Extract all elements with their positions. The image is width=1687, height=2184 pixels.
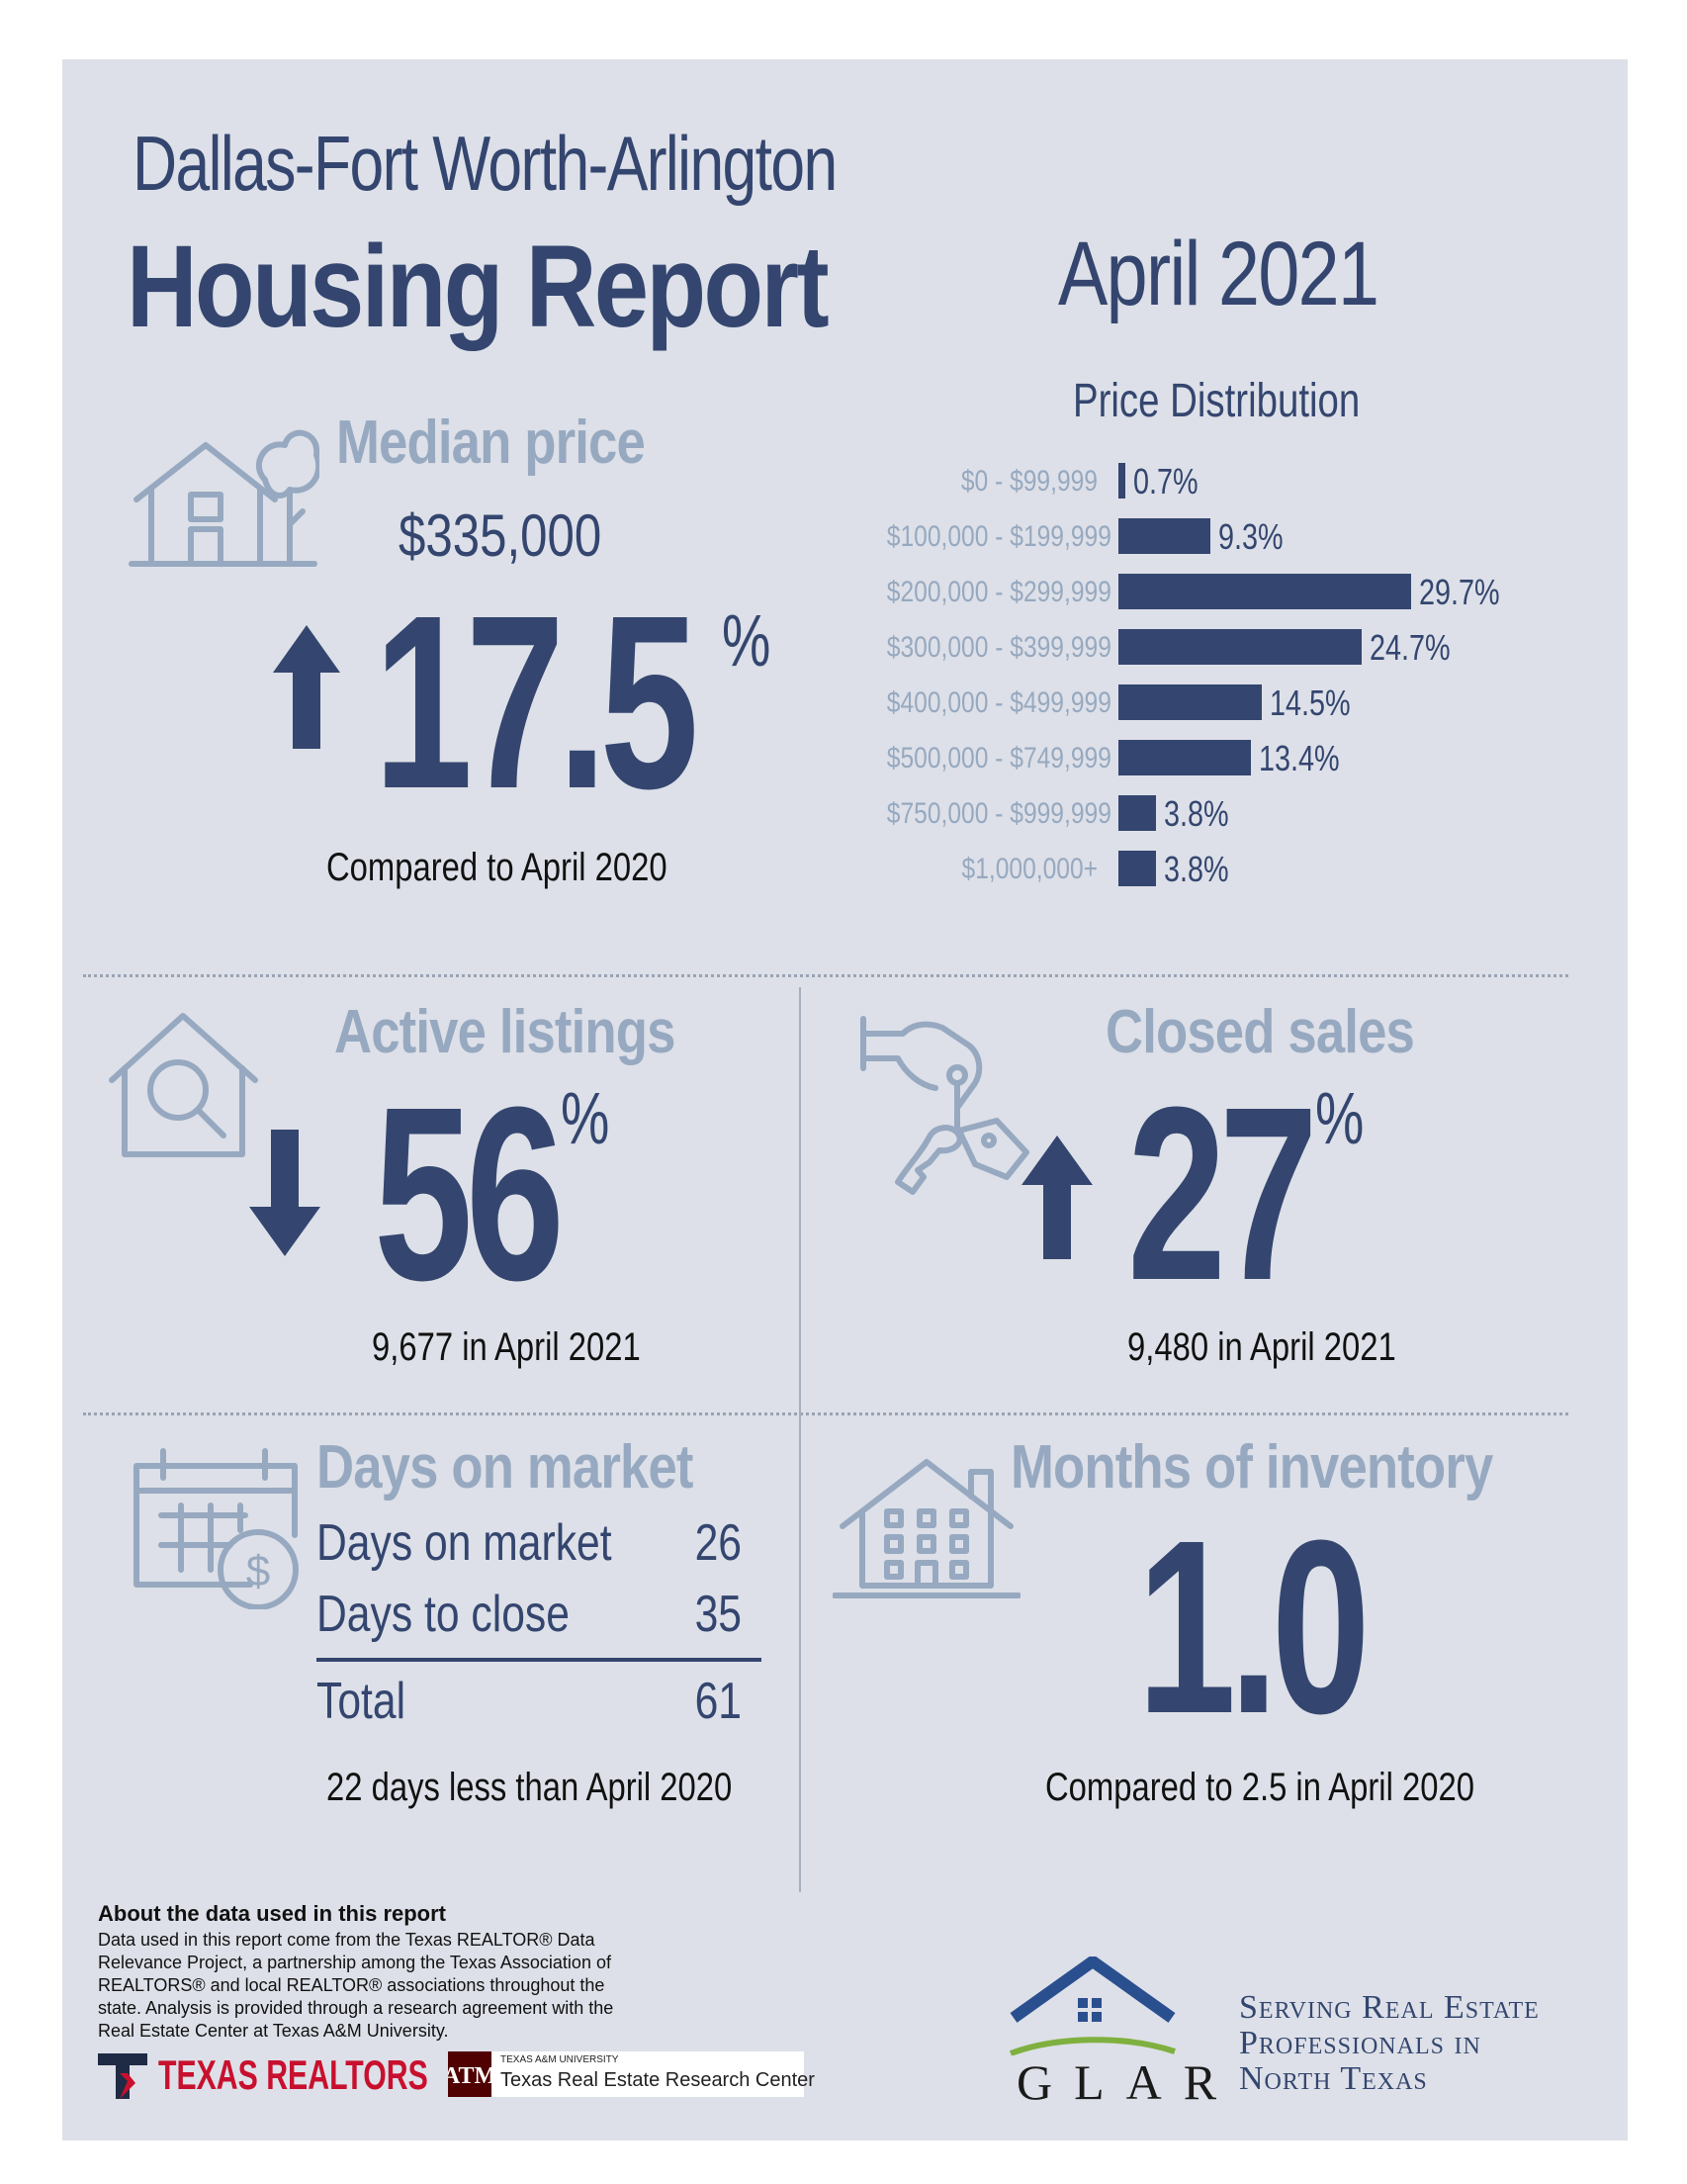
median-price-change: 17.5 — [374, 564, 699, 840]
distribution-label: $100,000 - $199,999 — [886, 520, 1111, 553]
glar-house-icon — [1009, 1956, 1176, 2055]
days-on-market-heading: Days on market — [316, 1433, 693, 1502]
active-listings-heading: Active listings — [334, 998, 675, 1066]
tamu-university-text: TEXAS A&M UNIVERSITY — [500, 2054, 619, 2065]
distribution-label: $500,000 - $749,999 — [886, 742, 1111, 774]
arrow-down-icon — [249, 1130, 320, 1256]
glar-tagline-line-1: Serving Real Estate — [1239, 1989, 1540, 2026]
distribution-bar — [1118, 518, 1210, 554]
report-panel — [62, 59, 1628, 2140]
active-listings-change: 56 — [374, 1055, 565, 1331]
tamu-center-text: Texas Real Estate Research Center — [500, 2069, 815, 2091]
dom-row-label: Days on market — [316, 1514, 612, 1572]
report-period: April 2021 — [1058, 224, 1379, 324]
distribution-value: 13.4% — [1258, 738, 1340, 778]
distribution-value: 29.7% — [1419, 572, 1500, 612]
distribution-label: $200,000 - $299,999 — [886, 576, 1111, 608]
closed-sales-percent: % — [1315, 1077, 1365, 1159]
total-rule — [316, 1658, 761, 1662]
closed-sales-note: 9,480 in April 2021 — [1127, 1325, 1396, 1369]
distribution-value: 3.8% — [1163, 793, 1229, 834]
distribution-bar — [1118, 740, 1251, 775]
svg-text:$: $ — [246, 1547, 270, 1595]
distribution-label: $400,000 - $499,999 — [886, 686, 1111, 719]
distribution-bar — [1118, 463, 1125, 499]
total-label: Total — [316, 1673, 406, 1730]
distribution-bar — [1118, 851, 1156, 886]
months-inventory-note: Compared to 2.5 in April 2020 — [1045, 1766, 1474, 1809]
price-distribution-chart: $0 - $99,999 0.7% $100,000 - $199,999 9.3% $… — [841, 461, 1533, 898]
median-price-percent: % — [722, 599, 771, 682]
region-title: Dallas-Fort Worth-Arlington — [133, 120, 838, 207]
distribution-value: 3.8% — [1163, 849, 1229, 889]
total-value: 61 — [694, 1673, 742, 1730]
closed-sales-change: 27 — [1127, 1055, 1318, 1331]
distribution-value: 24.7% — [1370, 627, 1451, 668]
distribution-value: 14.5% — [1269, 682, 1351, 723]
distribution-bar — [1118, 629, 1363, 665]
house-search-icon — [109, 1013, 258, 1157]
closed-sales-heading: Closed sales — [1106, 998, 1415, 1066]
glar-tagline: Serving Real Estate Professionals in Nor… — [1239, 1990, 1540, 2097]
distribution-label: $300,000 - $399,999 — [886, 631, 1111, 664]
median-price-value: $335,000 — [399, 502, 602, 569]
distribution-bar — [1118, 795, 1156, 831]
calendar-dollar-icon: $ — [133, 1448, 299, 1609]
report-title: Housing Report — [127, 222, 830, 352]
arrow-up-icon — [273, 625, 340, 749]
active-listings-percent: % — [561, 1077, 610, 1159]
svg-text:ATM: ATM — [448, 2063, 491, 2089]
tamu-logo-icon: ATM — [443, 2051, 496, 2097]
distribution-value: 0.7% — [1133, 461, 1199, 501]
active-listings-note: 9,677 in April 2021 — [372, 1325, 641, 1369]
about-body: Data used in this report come from the T… — [98, 1930, 614, 2041]
glar-tagline-line-3: North Texas — [1239, 2060, 1428, 2097]
divider-middle — [83, 1412, 1568, 1415]
glar-tagline-line-2: Professionals in — [1239, 2025, 1481, 2061]
days-on-market-note: 22 days less than April 2020 — [326, 1766, 733, 1809]
months-inventory-value: 1.0 — [1137, 1489, 1371, 1765]
divider-vertical — [799, 987, 801, 1892]
distribution-value: 9.3% — [1217, 516, 1284, 557]
glar-logo-text: GLAR — [1017, 2054, 1239, 2110]
divider-top — [83, 974, 1568, 977]
texas-realtors-logo: TEXAS REALTORS — [158, 2051, 428, 2098]
distribution-bar — [1118, 684, 1262, 720]
about-title: About the data used in this report — [98, 1901, 447, 1926]
house-tree-icon — [129, 429, 319, 567]
median-price-heading: Median price — [336, 409, 646, 477]
median-price-note: Compared to April 2020 — [326, 846, 667, 889]
hand-keys-icon — [860, 1016, 1029, 1195]
distribution-label: $1,000,000+ — [961, 853, 1098, 885]
tamu-logo-box — [491, 2051, 804, 2097]
distribution-label: $750,000 - $999,999 — [886, 797, 1111, 830]
distribution-bar — [1118, 574, 1411, 609]
months-inventory-heading: Months of inventory — [1011, 1433, 1493, 1502]
dtc-row-label: Days to close — [316, 1586, 570, 1643]
arrow-up-icon — [1021, 1136, 1093, 1259]
dom-row-value: 26 — [694, 1514, 742, 1572]
apartment-house-icon — [833, 1459, 1021, 1598]
texas-realtors-logo-icon — [98, 2053, 147, 2099]
distribution-label: $0 - $99,999 — [960, 465, 1098, 498]
price-distribution-heading: Price Distribution — [1073, 375, 1361, 427]
dtc-row-value: 35 — [694, 1586, 742, 1643]
